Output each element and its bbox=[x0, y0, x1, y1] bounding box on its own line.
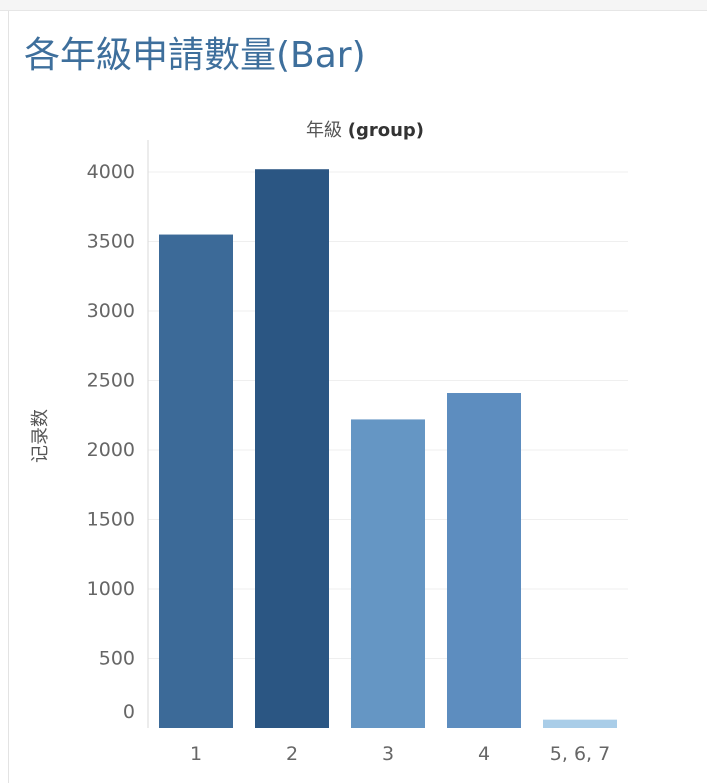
y-tick-label: 2500 bbox=[87, 370, 135, 392]
y-tick-label: 1000 bbox=[87, 578, 135, 600]
bar-5[interactable] bbox=[543, 719, 617, 728]
x-tick-label: 3 bbox=[382, 743, 394, 765]
y-tick-label: 4000 bbox=[87, 161, 135, 183]
y-tick-labels: 0 500 1000 1500 2000 2500 3000 3500 4000 bbox=[87, 161, 135, 723]
x-tick-label: 1 bbox=[190, 743, 202, 765]
bar-4[interactable] bbox=[447, 393, 521, 728]
y-tick-label: 2000 bbox=[87, 439, 135, 461]
y-tick-label: 3500 bbox=[87, 231, 135, 253]
x-tick-label: 2 bbox=[286, 743, 298, 765]
bars bbox=[159, 169, 617, 729]
x-tick-label: 4 bbox=[478, 743, 490, 765]
x-tick-labels: 1 2 3 4 5, 6, 7 bbox=[190, 743, 610, 765]
y-tick-label: 500 bbox=[99, 648, 135, 670]
y-tick-label: 0 bbox=[123, 701, 135, 723]
column-header-zh: 年級 bbox=[305, 120, 342, 141]
bar-3[interactable] bbox=[351, 419, 425, 728]
bar-2[interactable] bbox=[255, 169, 329, 729]
y-tick-label: 1500 bbox=[87, 509, 135, 531]
column-header-field: (group) bbox=[347, 120, 424, 141]
bar-1[interactable] bbox=[159, 234, 233, 729]
x-tick-label: 5, 6, 7 bbox=[550, 743, 610, 765]
y-axis-label: 记录数 bbox=[30, 409, 51, 463]
column-header-label: 年級 (group) bbox=[200, 116, 530, 142]
page-title: 各年級申請數量(Bar) bbox=[24, 35, 366, 76]
y-tick-label: 3000 bbox=[87, 300, 135, 322]
top-strip bbox=[0, 0, 707, 11]
